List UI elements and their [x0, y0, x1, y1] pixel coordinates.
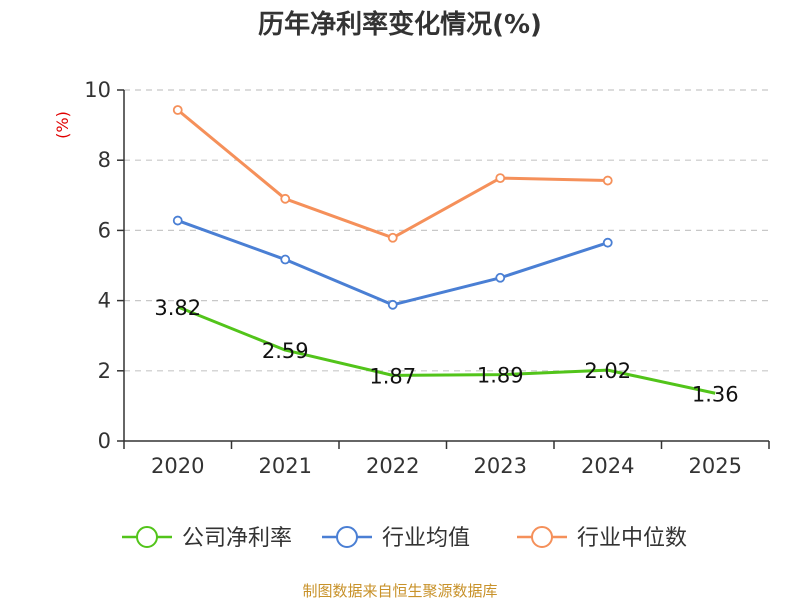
- legend-item: 行业中位数: [517, 526, 687, 551]
- chart-title: 历年净利率变化情况(%): [258, 9, 542, 40]
- legend: 公司净利率 行业均值 行业中位数: [122, 526, 687, 551]
- y-axis-label: (%): [53, 111, 72, 139]
- x-tick-labels: 2020 2021 2022 2023 2024 2025: [151, 454, 742, 478]
- data-point: [387, 232, 398, 243]
- legend-marker: [336, 526, 358, 548]
- axes: [117, 89, 770, 449]
- data-label: 1.89: [477, 364, 524, 388]
- y-tick-label: 4: [98, 289, 111, 313]
- x-tick-label: 2020: [151, 454, 204, 478]
- legend-marker: [531, 526, 553, 548]
- data-point: [280, 193, 291, 204]
- legend-label: 行业均值: [382, 526, 470, 551]
- data-label: 2.59: [262, 339, 309, 363]
- y-tick-label: 2: [98, 359, 111, 383]
- data-point: [495, 272, 506, 283]
- data-point: [495, 173, 506, 184]
- data-label: 3.82: [154, 296, 201, 320]
- grid-lines: [124, 89, 769, 372]
- y-tick-label: 10: [84, 78, 111, 102]
- legend-item: 行业均值: [322, 526, 470, 551]
- data-label: 1.36: [692, 382, 739, 406]
- y-tick-label: 6: [98, 218, 111, 242]
- series-line: [176, 108, 608, 240]
- data-labels: 3.82 2.59 1.87 1.89 2.02 1.36: [154, 296, 738, 406]
- y-tick-labels: 0 2 4 6 8 10: [84, 78, 111, 453]
- data-point: [387, 299, 398, 310]
- data-point: [280, 254, 291, 265]
- x-tick-label: 2024: [581, 454, 634, 478]
- data-point: [172, 105, 183, 115]
- source-note: 制图数据来自恒生聚源数据库: [302, 582, 497, 600]
- data-label: 2.02: [584, 359, 631, 383]
- y-tick-label: 8: [98, 148, 111, 172]
- series-line: [177, 305, 716, 395]
- data-point: [602, 175, 613, 186]
- x-tick-label: 2025: [689, 454, 742, 478]
- x-tick-label: 2023: [474, 454, 527, 478]
- data-label: 1.87: [369, 364, 416, 388]
- x-tick-label: 2021: [259, 454, 312, 478]
- legend-label: 公司净利率: [182, 526, 292, 551]
- series-lines: [172, 105, 716, 395]
- legend-label: 行业中位数: [577, 526, 687, 551]
- legend-item: 公司净利率: [122, 526, 292, 551]
- y-tick-label: 0: [98, 429, 111, 453]
- data-point: [172, 215, 183, 226]
- x-tick-label: 2022: [366, 454, 419, 478]
- data-point: [602, 237, 613, 248]
- legend-marker: [136, 526, 158, 548]
